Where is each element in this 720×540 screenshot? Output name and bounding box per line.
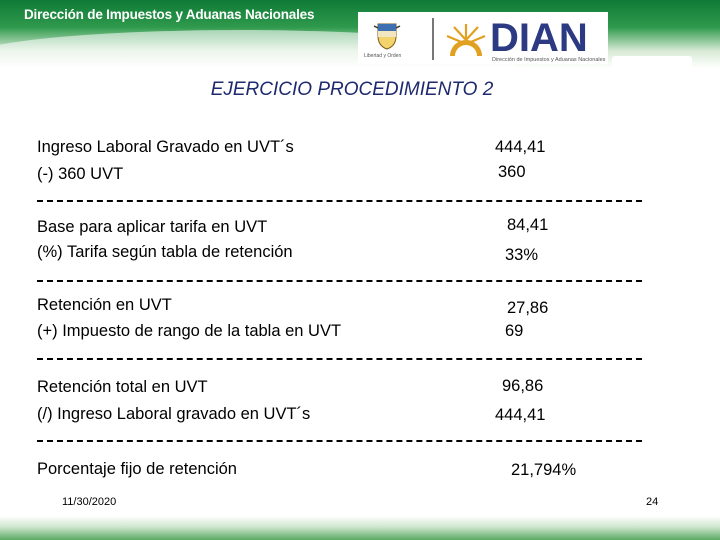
- header-title: Dirección de Impuestos y Aduanas Naciona…: [24, 7, 315, 22]
- row-value-ingreso-gravado: 444,41: [495, 406, 546, 424]
- row-value-impuesto-rango: 69: [505, 322, 524, 340]
- row-value-ingreso: 444,41: [495, 138, 546, 156]
- sun-logo-icon: [446, 24, 486, 56]
- row-label-impuesto-rango: (+) Impuesto de rango de la tabla en UVT: [37, 322, 342, 340]
- row-value-base: 84,41: [507, 216, 549, 234]
- row-label-ingreso: Ingreso Laboral Gravado en UVT´s: [37, 138, 294, 156]
- row-label-retencion: Retención en UVT: [37, 296, 172, 314]
- row-value-retencion-total: 96,86: [502, 377, 544, 395]
- row-label-porcentaje: Porcentaje fijo de retención: [37, 460, 237, 478]
- page-number: 24: [646, 496, 659, 508]
- dian-logo-text: DIAN: [490, 16, 588, 60]
- row-value-porcentaje: 21,794%: [511, 461, 577, 479]
- separator-4: [37, 440, 642, 442]
- row-label-tarifa: (%) Tarifa según tabla de retención: [37, 243, 293, 261]
- row-value-tarifa: 33%: [505, 246, 539, 264]
- row-label-ingreso-gravado: (/) Ingreso Laboral gravado en UVT´s: [37, 405, 311, 423]
- row-label-base: Base para aplicar tarifa en UVT: [37, 218, 268, 236]
- coat-of-arms-icon: [373, 23, 401, 50]
- row-label-360: (-) 360 UVT: [37, 165, 124, 183]
- row-value-retencion: 27,86: [507, 299, 549, 317]
- crest-caption: Libertad y Orden: [364, 53, 402, 59]
- footer-date: 11/30/2020: [62, 496, 117, 508]
- slide-title: EJERCICIO PROCEDIMIENTO 2: [210, 79, 494, 100]
- separator-1: [37, 200, 642, 202]
- dian-logo-subtitle: Dirección de Impuestos y Aduanas Naciona…: [492, 57, 606, 63]
- separator-3: [37, 358, 642, 360]
- row-value-360: 360: [498, 163, 526, 181]
- row-label-retencion-total: Retención total en UVT: [37, 378, 208, 396]
- separator-2: [37, 280, 642, 282]
- header-tab: [612, 56, 692, 70]
- bottom-band: [0, 516, 720, 540]
- logo-divider: [432, 18, 434, 60]
